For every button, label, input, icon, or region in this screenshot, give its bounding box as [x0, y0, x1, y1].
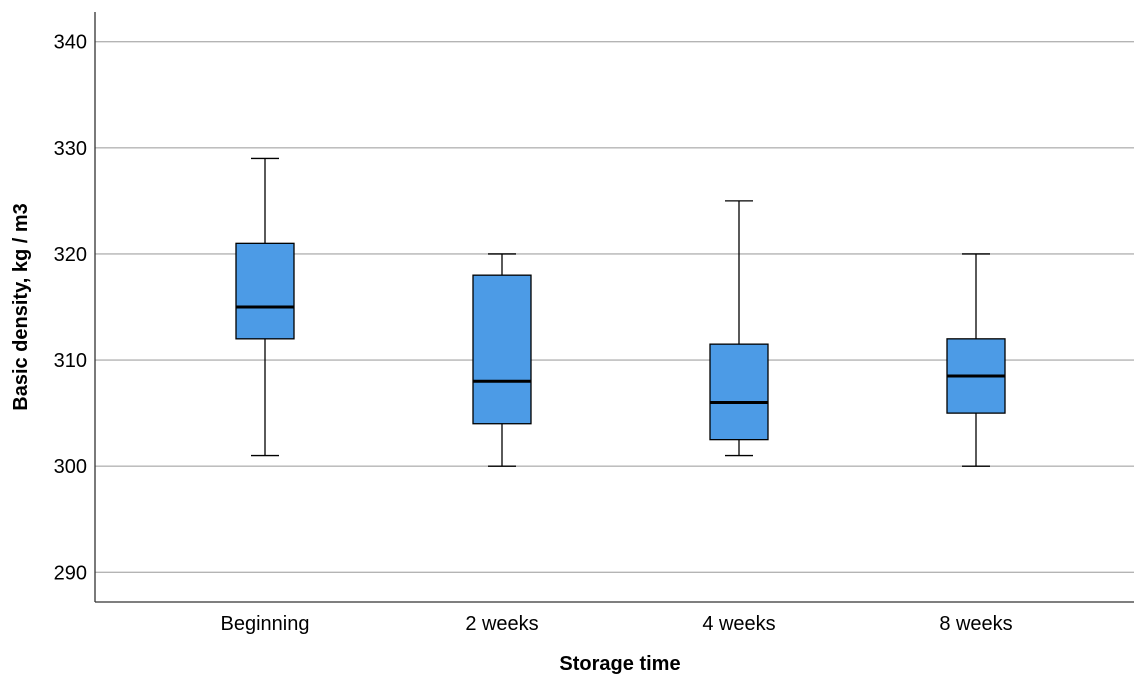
x-axis-title: Storage time: [559, 653, 680, 674]
x-tick-label-1: 2 weeks: [465, 613, 538, 635]
iqr-box: [709, 343, 769, 441]
y-tick-label-310: 310: [54, 350, 87, 372]
y-axis-title: Basic density, kg / m3: [10, 203, 32, 411]
iqr-box: [235, 242, 295, 340]
x-tick-label-2: 4 weeks: [702, 613, 775, 635]
y-tick-label-290: 290: [54, 562, 87, 584]
y-tick-label-300: 300: [54, 456, 87, 478]
box-group-0: [235, 157, 295, 457]
tick-labels: 290 300 310 320 330 340 Beginning 2 weeks 4 week…: [54, 32, 1013, 635]
x-tick-label-0: Beginning: [221, 613, 310, 635]
box-group-1: [472, 253, 532, 467]
box-group-3: [946, 253, 1006, 467]
y-tick-label-340: 340: [54, 32, 87, 54]
axes: [94, 12, 1134, 603]
y-tick-label-320: 320: [54, 244, 87, 266]
y-tick-label-330: 330: [54, 138, 87, 160]
boxes: [235, 157, 1006, 467]
x-tick-label-3: 8 weeks: [939, 613, 1012, 635]
iqr-box: [472, 274, 532, 425]
box-group-2: [709, 200, 769, 457]
